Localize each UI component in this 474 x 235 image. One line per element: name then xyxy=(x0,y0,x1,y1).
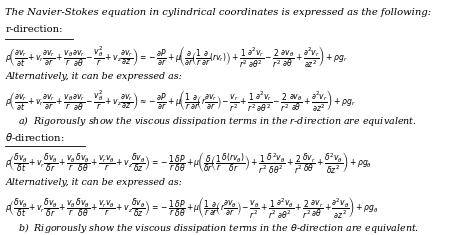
Text: b)  Rigorously show the viscous dissipation terms in the $\theta$-direction are : b) Rigorously show the viscous dissipati… xyxy=(18,221,419,235)
Text: r-direction:: r-direction: xyxy=(6,25,63,34)
Text: $\theta$-direction:: $\theta$-direction: xyxy=(6,131,65,143)
Text: a)  Rigorously show the viscous dissipation terms in the $r$-direction are equiv: a) Rigorously show the viscous dissipati… xyxy=(18,114,417,128)
Text: $\rho\!\left(\dfrac{\delta v_\theta}{\delta t} + v_r\dfrac{\delta v_\theta}{\del: $\rho\!\left(\dfrac{\delta v_\theta}{\de… xyxy=(6,150,373,175)
Text: $\rho\!\left(\dfrac{\partial v_r}{\partial t} + v_r\dfrac{\partial v_r}{\partial: $\rho\!\left(\dfrac{\partial v_r}{\parti… xyxy=(6,44,348,70)
Text: Alternatively, it can be expressed as:: Alternatively, it can be expressed as: xyxy=(6,72,182,81)
Text: $\rho\!\left(\dfrac{\partial v_r}{\partial t} + v_r\dfrac{\partial v_r}{\partial: $\rho\!\left(\dfrac{\partial v_r}{\parti… xyxy=(6,89,356,114)
Text: $\rho\!\left(\dfrac{\delta v_\theta}{\delta t} + v_r\dfrac{\delta v_\theta}{\del: $\rho\!\left(\dfrac{\delta v_\theta}{\de… xyxy=(6,195,379,220)
Text: The Navier-Stokes equation in cylindrical coordinates is expressed as the follow: The Navier-Stokes equation in cylindrica… xyxy=(6,8,432,17)
Text: Alternatively, it can be expressed as:: Alternatively, it can be expressed as: xyxy=(6,178,182,187)
